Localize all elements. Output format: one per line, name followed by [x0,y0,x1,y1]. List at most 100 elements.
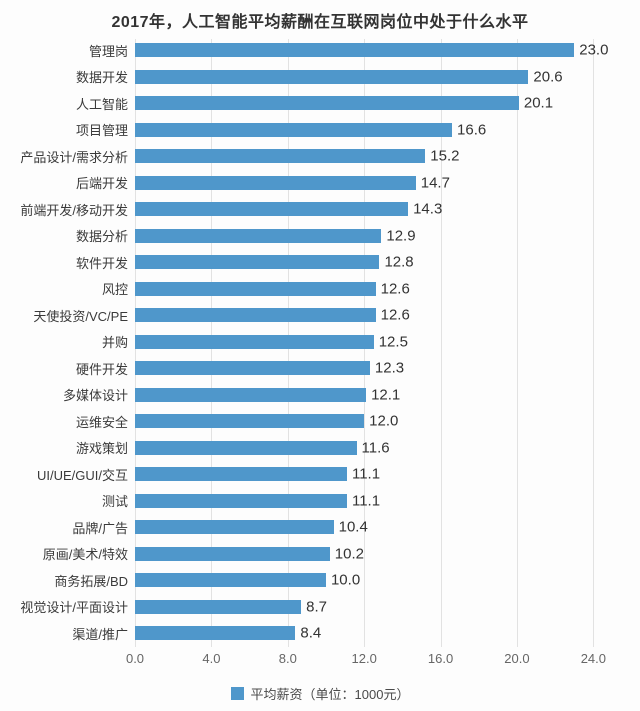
category-label: UI/UE/GUI/交互 [36,467,128,483]
chart-title: 2017年，人工智能平均薪酬在互联网岗位中处于什么水平 [111,14,529,31]
category-label: 前端开发/移动开发 [20,202,128,218]
bar[interactable] [135,96,519,110]
category-label: 并购 [101,335,128,351]
bar[interactable] [135,467,347,481]
x-tick-label: 12.0 [351,651,377,666]
bar[interactable] [135,414,365,428]
bar-track: 12.8 [135,249,622,276]
bar-track: 12.5 [135,329,622,356]
x-axis: 0.0 4.0 8.0 12.0 16.0 20.0 24.0 [126,651,622,667]
bar[interactable] [135,520,334,534]
value-label: 20.6 [533,68,563,86]
category-label: 数据开发 [75,70,128,86]
bar[interactable] [135,546,330,561]
value-label: 12.6 [380,280,410,298]
bar-row: 品牌/广告 10.4 [0,514,640,541]
value-label: 16.6 [457,121,487,139]
category-label: 数据分析 [75,229,128,245]
bar-row: 后端开发 14.7 [0,170,640,197]
bar-track: 15.2 [135,143,622,170]
bar[interactable] [135,334,374,349]
bar[interactable] [135,175,416,190]
value-label: 10.0 [330,571,361,589]
x-tick-label: 8.0 [278,651,297,666]
bar-row: 前端开发/移动开发 14.3 [0,196,640,223]
bar-row: UI/UE/GUI/交互 11.1 [0,461,640,488]
bar[interactable] [135,202,409,216]
gridline [593,39,595,647]
value-label: 12.6 [380,306,410,324]
category-label: 产品设计/需求分析 [20,149,128,165]
category-label: 天使投资/VC/PE [33,308,128,324]
bar[interactable] [135,43,575,57]
bar[interactable] [135,122,453,137]
bar-track: 12.9 [135,223,622,250]
bar-track: 11.1 [135,461,622,488]
bar-row: 视觉设计/平面设计 8.7 [0,594,640,621]
bar-row: 项目管理 16.6 [0,117,640,144]
bar[interactable] [135,69,529,84]
value-label: 8.7 [306,598,327,616]
category-label: 渠道/推广 [72,626,128,642]
bar-track: 12.0 [135,408,622,435]
bar-track: 11.6 [135,435,622,462]
value-label: 11.6 [361,439,390,457]
category-label: 项目管理 [75,123,128,139]
legend-swatch-icon [230,687,244,700]
value-label: 10.4 [338,518,368,536]
value-label: 12.9 [386,227,416,245]
bar[interactable] [135,626,296,640]
bar-track: 12.3 [135,355,622,382]
bar-track: 14.7 [135,170,622,197]
plot-area: 管理岗 23.0 数据开发 20.6 人工智能 20.1 项目管理 16.6 产… [0,37,640,647]
bar-row: 产品设计/需求分析 15.2 [0,143,640,170]
bar-track: 8.4 [135,620,622,647]
category-label: 硬件开发 [75,361,128,377]
bar-row: 测试 11.1 [0,488,640,515]
bar[interactable] [135,361,370,375]
value-label: 14.3 [413,200,443,218]
bar-row: 数据分析 12.9 [0,223,640,250]
bar-track: 14.3 [135,196,622,223]
plot-rows: 管理岗 23.0 数据开发 20.6 人工智能 20.1 项目管理 16.6 产… [0,37,640,647]
bar[interactable] [135,493,347,508]
bar[interactable] [135,387,367,402]
bar[interactable] [135,308,376,322]
category-label: 多媒体设计 [62,388,128,404]
bar-row: 多媒体设计 12.1 [0,382,640,409]
category-label: 视觉设计/平面设计 [20,600,128,616]
bar[interactable] [135,281,376,296]
bar[interactable] [135,573,326,587]
bar-track: 12.6 [135,276,622,303]
gridline [516,39,518,647]
value-label: 15.2 [430,147,460,165]
bar-row: 原画/美术/特效 10.2 [0,541,640,568]
bar-track: 10.4 [135,514,622,541]
value-label: 11.1 [351,465,381,483]
bar-track: 16.6 [135,117,622,144]
bar-track: 12.1 [135,382,622,409]
bar-track: 12.6 [135,302,622,329]
x-tick-label: 16.0 [427,651,454,666]
bar-track: 10.2 [135,541,622,568]
bar-row: 游戏策划 11.6 [0,435,640,462]
x-tick-label: 0.0 [125,651,145,666]
bar-track: 11.1 [135,488,622,515]
bar[interactable] [135,228,382,243]
bar[interactable] [135,440,357,455]
value-label: 12.5 [378,333,408,351]
category-label: 游戏策划 [75,441,128,457]
bar[interactable] [135,599,302,614]
bar-track: 20.1 [135,90,622,117]
bar-row: 硬件开发 12.3 [0,355,640,382]
category-label: 管理岗 [88,43,128,59]
category-label: 软件开发 [75,255,128,271]
bar-track: 23.0 [135,37,622,64]
category-label: 测试 [101,494,128,510]
bar[interactable] [135,149,426,163]
value-label: 12.1 [371,386,401,404]
value-label: 14.7 [420,174,450,192]
bar-track: 20.6 [135,64,622,91]
legend-label: 平均薪资（单位：1000元） [250,687,410,702]
bar[interactable] [135,255,380,269]
